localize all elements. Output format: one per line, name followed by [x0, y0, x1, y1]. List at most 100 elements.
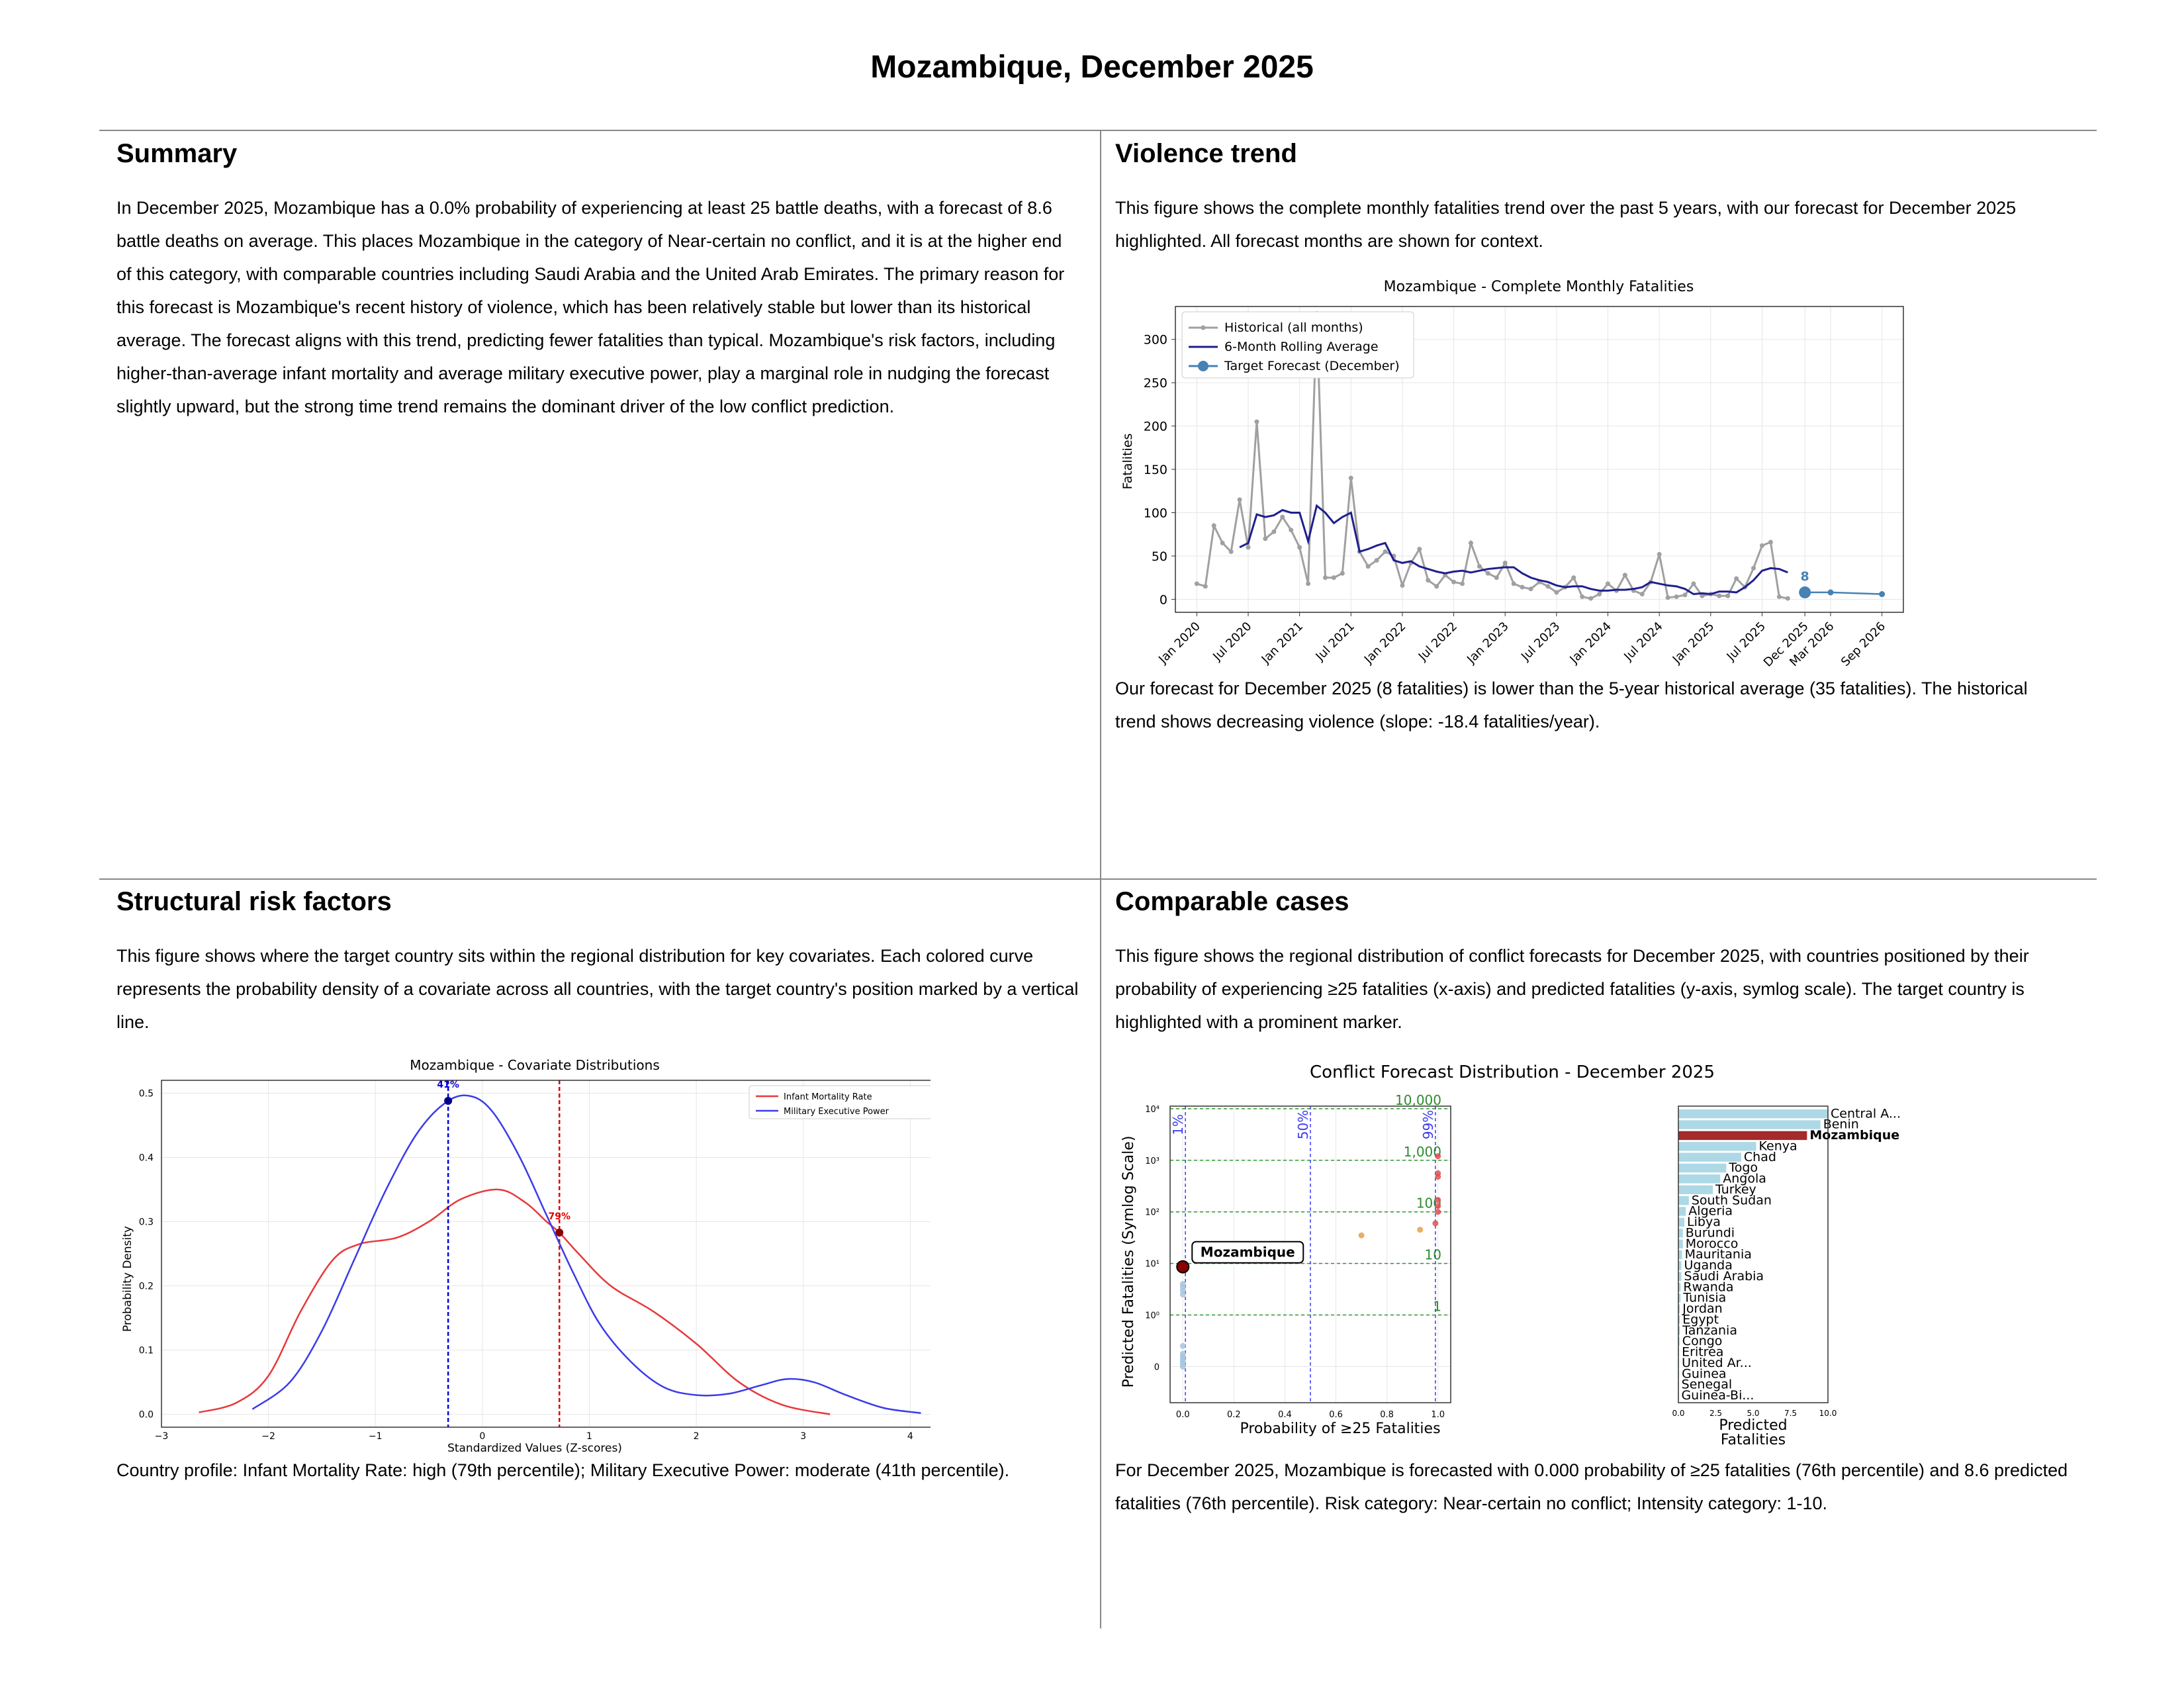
bar	[1678, 1142, 1756, 1151]
x-tick-label: −1	[369, 1431, 383, 1442]
historical-point	[1228, 549, 1234, 554]
bar-country-label: Eritrea	[1682, 1345, 1723, 1360]
structural-caption: Country profile: Infant Mortality Rate: …	[116, 1460, 1010, 1480]
historical-line	[1196, 313, 1788, 600]
historical-point	[1759, 543, 1764, 548]
scatter-plot-frame	[1169, 1105, 1451, 1403]
bar-country-label: Uganda	[1684, 1258, 1733, 1273]
comparable-caption-wrap: For December 2025, Mozambique is forecas…	[1115, 1454, 2095, 1520]
comparable-intro: This figure shows the regional distribut…	[1115, 946, 2029, 1032]
summary-section: Summary In December 2025, Mozambique has…	[116, 139, 1096, 423]
historical-point	[1417, 546, 1422, 551]
bar-country-label: Turkey	[1715, 1182, 1756, 1197]
x-tick-label: 0.2	[1227, 1410, 1241, 1420]
country-point	[1358, 1232, 1365, 1239]
bar-country-label: Jordan	[1682, 1301, 1722, 1316]
bar-country-label: Saudi Arabia	[1684, 1269, 1764, 1284]
bar-country-label: Togo	[1728, 1160, 1758, 1175]
historical-point	[1725, 593, 1731, 598]
probability-threshold-label: 99%	[1420, 1110, 1436, 1139]
violence-chart-x-ticks: Jan 2020 Jul 2020 Jan 2021 Jul 2021 Jan 2022…	[1156, 612, 1888, 670]
historical-point	[1768, 539, 1773, 545]
bar-country-label: Rwanda	[1683, 1280, 1733, 1294]
historical-point	[1494, 575, 1499, 581]
divider-middle	[99, 878, 2097, 880]
x-tick-label: 1.0	[1431, 1410, 1445, 1420]
historical-point	[1289, 528, 1294, 533]
fatality-threshold-label: 10,000	[1395, 1092, 1441, 1108]
bar-country-label: South Sudan	[1692, 1193, 1772, 1207]
x-tick-label: Jul 2021	[1312, 620, 1357, 664]
y-tick-label: 250	[1144, 376, 1167, 391]
structural-section: Structural risk factors This figure show…	[116, 887, 1096, 1039]
historical-point	[1374, 557, 1379, 563]
historical-point	[1520, 585, 1525, 590]
violence-caption-wrap: Our forecast for December 2025 (8 fatali…	[1115, 672, 2095, 738]
legend-label: Historical (all months)	[1224, 320, 1363, 335]
historical-point	[1502, 560, 1508, 565]
historical-point	[1622, 573, 1627, 578]
violence-chart-y-ticks: 0 50 100 150 200 250 300	[1144, 333, 1175, 607]
historical-point	[1606, 581, 1611, 586]
historical-point	[1383, 549, 1388, 554]
legend-label: Infant Mortality Rate	[784, 1092, 872, 1102]
bar	[1678, 1217, 1685, 1227]
y-tick-label: 200	[1144, 420, 1167, 434]
probability-threshold-label: 50%	[1295, 1110, 1311, 1139]
y-tick-label: 10⁰	[1145, 1311, 1160, 1321]
bar	[1678, 1229, 1683, 1238]
fatality-threshold-label: 10	[1425, 1247, 1441, 1263]
mozambique-label: Mozambique	[1201, 1244, 1295, 1260]
historical-point	[1263, 536, 1268, 541]
bar-country-label: Kenya	[1759, 1139, 1797, 1153]
y-tick-label: 50	[1152, 549, 1167, 564]
bar	[1678, 1163, 1727, 1173]
violence-chart-legend: Historical (all months) 6-Month Rolling A…	[1181, 311, 1414, 379]
bar-x-tick-label: 10.0	[1819, 1409, 1837, 1418]
mozambique-marker	[1176, 1260, 1190, 1274]
bar-country-label: Libya	[1687, 1215, 1721, 1229]
x-tick-label: 4	[907, 1431, 913, 1442]
x-tick-label: Sep 2026	[1839, 620, 1888, 669]
bar-x-ticks: 0.0 2.5 5.0 7.5 10.0	[1672, 1409, 1837, 1418]
x-tick-label: Jul 2025	[1724, 620, 1768, 664]
x-tick-label: 0.4	[1278, 1410, 1292, 1420]
comparable-heading: Comparable cases	[1115, 887, 1349, 916]
summary-text: In December 2025, Mozambique has a 0.0% …	[116, 198, 1065, 416]
historical-point	[1734, 576, 1739, 581]
violence-chart-plot-frame	[1175, 306, 1904, 613]
bar	[1678, 1315, 1680, 1325]
historical-point	[1776, 594, 1782, 599]
bar-country-label: Angola	[1723, 1172, 1766, 1186]
historical-point	[1674, 594, 1679, 599]
historical-point	[1545, 584, 1551, 589]
covariate-chart-y-ticks: 0.0 0.1 0.2 0.3 0.4 0.5	[139, 1088, 154, 1420]
country-point	[1435, 1209, 1441, 1215]
historical-point	[1477, 564, 1482, 569]
y-tick-label: 0.5	[139, 1088, 154, 1099]
forecast-point	[1799, 586, 1811, 598]
violence-section: Violence trend This figure shows the com…	[1115, 139, 2095, 258]
y-tick-label: 10²	[1145, 1208, 1160, 1218]
legend-marker	[1201, 325, 1206, 330]
scatter-x-ticks: 0.0 0.2 0.4 0.6 0.8 1.0	[1176, 1410, 1445, 1420]
bar-country-label: Chad	[1744, 1150, 1776, 1164]
scatter-points: Mozambique	[1176, 1153, 1441, 1370]
bar	[1678, 1196, 1689, 1205]
bar-plot-frame	[1678, 1105, 1829, 1403]
bar-country-label: Morocco	[1686, 1237, 1739, 1251]
historical-point	[1203, 584, 1208, 589]
bar	[1678, 1272, 1682, 1281]
historical-point	[1682, 592, 1688, 598]
violence-heading: Violence trend	[1115, 139, 1297, 168]
covariate-chart-x-ticks: −3 −2 −1 0 1 2 3 4	[155, 1431, 913, 1442]
historical-point	[1254, 419, 1259, 424]
summary-heading: Summary	[116, 139, 238, 168]
bar-xlabel-line2: Fatalities	[1721, 1432, 1786, 1448]
divider-vertical	[1100, 130, 1101, 1628]
historical-point	[1528, 586, 1533, 592]
scatter-y-ticks: 0 10⁰ 10¹ 10² 10³ 10⁴	[1145, 1105, 1160, 1373]
x-tick-label: Jan 2022	[1361, 620, 1409, 667]
y-tick-label: 10⁴	[1145, 1105, 1160, 1115]
historical-point	[1280, 514, 1285, 520]
